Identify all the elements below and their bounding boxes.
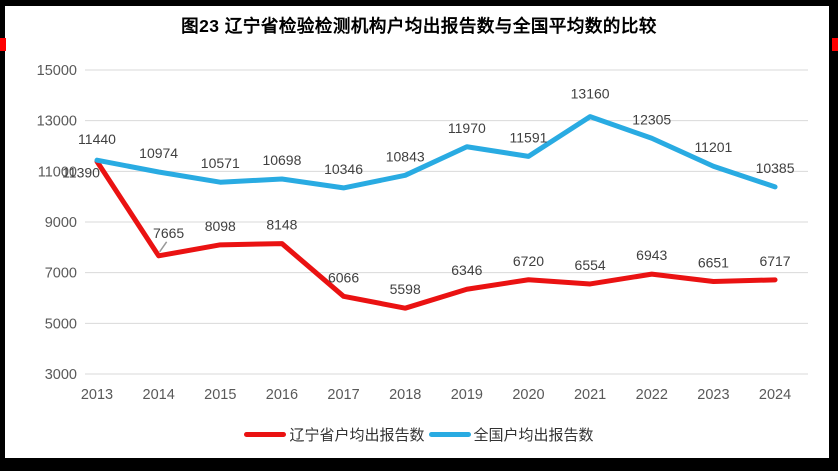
x-axis-tick-label: 2013 bbox=[81, 387, 113, 403]
data-label: 6943 bbox=[636, 247, 667, 263]
data-label: 8098 bbox=[205, 218, 236, 234]
data-label: 11591 bbox=[510, 129, 548, 145]
label-leader-line bbox=[159, 241, 168, 253]
frame-border-top bbox=[0, 0, 838, 6]
legend-label-liaoning: 辽宁省户均出报告数 bbox=[289, 427, 425, 444]
x-axis-tick-label: 2017 bbox=[327, 387, 359, 403]
data-label: 6720 bbox=[513, 253, 544, 269]
data-label: 10385 bbox=[756, 160, 795, 176]
liaoning-series-line bbox=[94, 158, 778, 311]
frame-border-right bbox=[829, 0, 838, 458]
data-label: 13160 bbox=[571, 86, 610, 102]
x-axis-tick-label: 2022 bbox=[636, 387, 668, 403]
y-axis-tick-label: 15000 bbox=[37, 63, 77, 79]
x-axis-tick-label: 2023 bbox=[697, 387, 729, 403]
data-label: 12305 bbox=[632, 111, 671, 127]
chart-legend: 辽宁省户均出报告数 全国户均出报告数 bbox=[0, 424, 838, 445]
data-label: 7665 bbox=[153, 225, 184, 241]
frame-border-left bbox=[0, 0, 5, 458]
data-label: 11390 bbox=[62, 164, 100, 180]
data-label: 10571 bbox=[201, 155, 240, 171]
data-label: 10974 bbox=[139, 145, 178, 161]
national-series-line bbox=[94, 114, 778, 191]
data-label: 6717 bbox=[759, 253, 790, 269]
data-label: 6346 bbox=[451, 262, 482, 278]
legend-item-liaoning: 辽宁省户均出报告数 bbox=[244, 424, 425, 445]
y-axis-tick-label: 13000 bbox=[37, 114, 77, 130]
data-label: 6066 bbox=[328, 269, 359, 285]
y-axis-tick-label: 9000 bbox=[45, 215, 77, 231]
y-axis-tick-label: 7000 bbox=[45, 266, 77, 282]
y-axis-tick-label: 5000 bbox=[45, 316, 77, 332]
x-axis-tick-label: 2021 bbox=[574, 387, 606, 403]
data-label: 10698 bbox=[262, 152, 301, 168]
frame-border-bottom bbox=[0, 458, 838, 471]
x-axis-tick-label: 2024 bbox=[759, 387, 791, 403]
data-label: 11970 bbox=[448, 120, 486, 136]
data-label: 11440 bbox=[78, 131, 116, 147]
data-label: 5598 bbox=[390, 281, 421, 297]
data-label: 8148 bbox=[266, 217, 297, 233]
data-label: 10843 bbox=[386, 148, 425, 164]
legend-swatch-blue-line bbox=[428, 432, 471, 437]
x-axis-tick-label: 2019 bbox=[451, 387, 483, 403]
x-axis-tick-label: 2020 bbox=[512, 387, 544, 403]
legend-item-national: 全国户均出报告数 bbox=[428, 424, 594, 445]
legend-label-national: 全国户均出报告数 bbox=[473, 427, 594, 444]
y-axis-tick-label: 11000 bbox=[38, 164, 77, 180]
data-label: 10346 bbox=[324, 161, 363, 177]
x-axis-tick-label: 2018 bbox=[389, 387, 421, 403]
chart-title: 图23 辽宁省检验检测机构户均出报告数与全国平均数的比较 bbox=[181, 16, 657, 36]
x-axis-tick-label: 2016 bbox=[266, 387, 298, 403]
data-label: 11201 bbox=[694, 139, 732, 155]
legend-swatch-red-line bbox=[244, 432, 287, 437]
data-label: 6651 bbox=[698, 255, 729, 271]
x-axis-tick-label: 2014 bbox=[143, 387, 175, 403]
y-axis-tick-label: 3000 bbox=[45, 367, 77, 383]
data-label: 6554 bbox=[575, 257, 606, 273]
red-edge-marker-left bbox=[0, 38, 6, 51]
red-edge-marker-right bbox=[832, 38, 838, 51]
x-axis-tick-label: 2015 bbox=[204, 387, 236, 403]
